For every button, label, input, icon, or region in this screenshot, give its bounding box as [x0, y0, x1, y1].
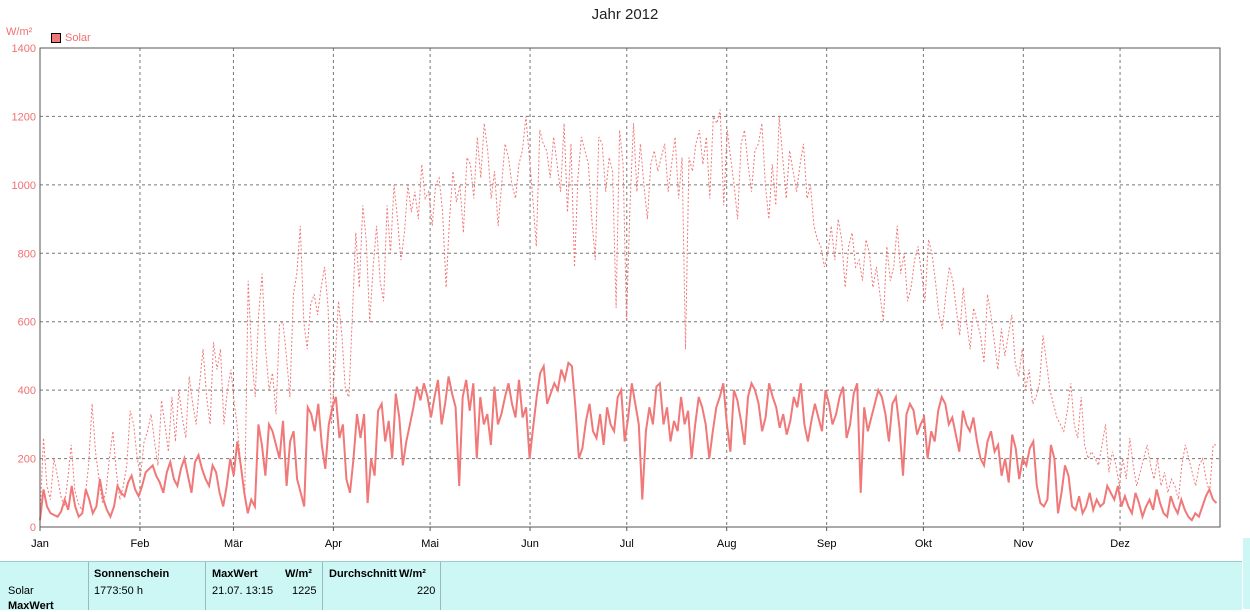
x-tick-label: Aug — [717, 538, 737, 550]
x-tick-label: Jun — [521, 538, 539, 550]
x-tick-label: Mai — [421, 538, 439, 550]
y-tick-label: 1400 — [12, 43, 36, 55]
stats-panel-edge — [1243, 538, 1250, 609]
plot-frame — [39, 47, 1221, 528]
y-tick-label: 200 — [18, 454, 36, 466]
max-unit: W/m² — [285, 568, 312, 580]
y-tick-label: 1000 — [12, 180, 36, 192]
y-axis-unit-label: W/m² — [6, 26, 33, 38]
stats-max-column: MaxWert W/m² 21.07. 13:15 1225 — [206, 562, 323, 610]
avg-header: Durchschnitt — [329, 568, 397, 580]
stats-label-column: Solar MaxWert — [0, 562, 89, 612]
x-tick-label: Dez — [1110, 538, 1130, 550]
max-header: MaxWert — [212, 568, 258, 580]
stats-row-label: Solar — [8, 585, 34, 597]
max-datetime: 21.07. 13:15 — [212, 585, 274, 597]
x-tick-label: Okt — [915, 538, 932, 550]
stats-panel: Solar MaxWert Sonnenschein 1773:50 h Max… — [0, 561, 1242, 612]
stats-avg-column: Durchschnitt W/m² 220 — [323, 562, 441, 610]
y-tick-label: 600 — [18, 317, 36, 329]
max-value: 1225 — [292, 585, 317, 597]
x-tick-label: Feb — [130, 538, 149, 550]
y-tick-label: 800 — [18, 248, 36, 260]
sunshine-value: 1773:50 h — [94, 585, 143, 597]
x-tick-label: Nov — [1014, 538, 1034, 550]
avg-value: 220 — [417, 585, 436, 597]
legend: Solar — [51, 32, 91, 44]
y-tick-label: 0 — [30, 522, 36, 534]
series-line-avg — [39, 360, 1218, 522]
chart-area: 0 200 400 600 800 1000 1200 1400 Jan Feb Mär Apr Mai… — [12, 43, 1221, 550]
stats-sunshine-column: Sonnenschein 1773:50 h — [89, 562, 206, 610]
chart-title: Jahr 2012 — [591, 6, 659, 23]
avg-unit: W/m² — [399, 568, 426, 580]
plot-background — [40, 48, 1220, 527]
legend-swatch — [51, 33, 61, 43]
x-tick-label: Jul — [620, 538, 634, 550]
legend-label: Solar — [65, 32, 91, 44]
x-tick-label: Mär — [224, 538, 243, 550]
x-tick-label: Jan — [31, 538, 49, 550]
x-tick-label: Sep — [817, 538, 837, 550]
x-tick-label: Apr — [325, 538, 342, 550]
stats-row-label-2: MaxWert — [8, 600, 54, 612]
y-tick-label: 1200 — [12, 111, 36, 123]
y-tick-label: 400 — [18, 385, 36, 397]
series-line-max — [39, 109, 1217, 517]
sunshine-header: Sonnenschein — [94, 568, 170, 580]
